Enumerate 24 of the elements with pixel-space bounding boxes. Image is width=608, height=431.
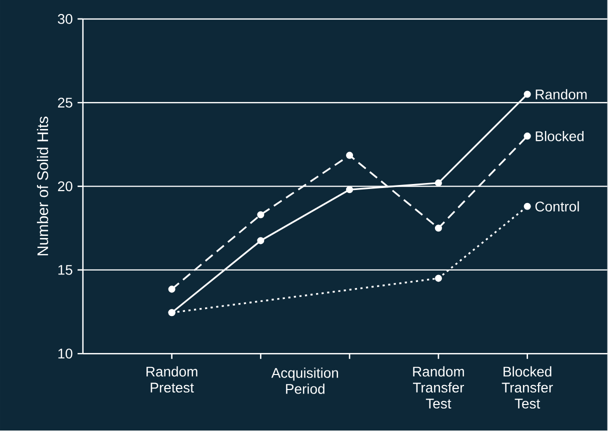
point — [346, 186, 354, 194]
point — [434, 224, 442, 232]
series-label: Control — [535, 201, 579, 212]
point — [524, 90, 531, 98]
series-label: Blocked — [536, 131, 584, 142]
y-tick-label: 25 — [58, 98, 72, 108]
point — [524, 203, 531, 210]
series-label: Random — [536, 89, 587, 100]
point — [346, 152, 354, 160]
y-tick-label: 15 — [58, 265, 72, 276]
x-tick-label: Random Pretest — [146, 366, 198, 393]
point — [257, 211, 264, 218]
point — [168, 286, 176, 293]
point — [434, 180, 442, 187]
y-axis-title: Number of Solid Hits — [36, 116, 48, 256]
x-tick-label: Random Transfer Test — [412, 366, 464, 409]
y-tick-label: 30 — [58, 14, 72, 24]
point — [257, 237, 264, 244]
y-tick-label: 20 — [58, 182, 72, 192]
point — [434, 275, 442, 282]
text: Acquisition Period — [271, 368, 338, 394]
x-tick-label: Blocked Transfer Test — [502, 366, 553, 409]
point — [524, 132, 531, 140]
y-tick-label: 10 — [58, 348, 72, 359]
